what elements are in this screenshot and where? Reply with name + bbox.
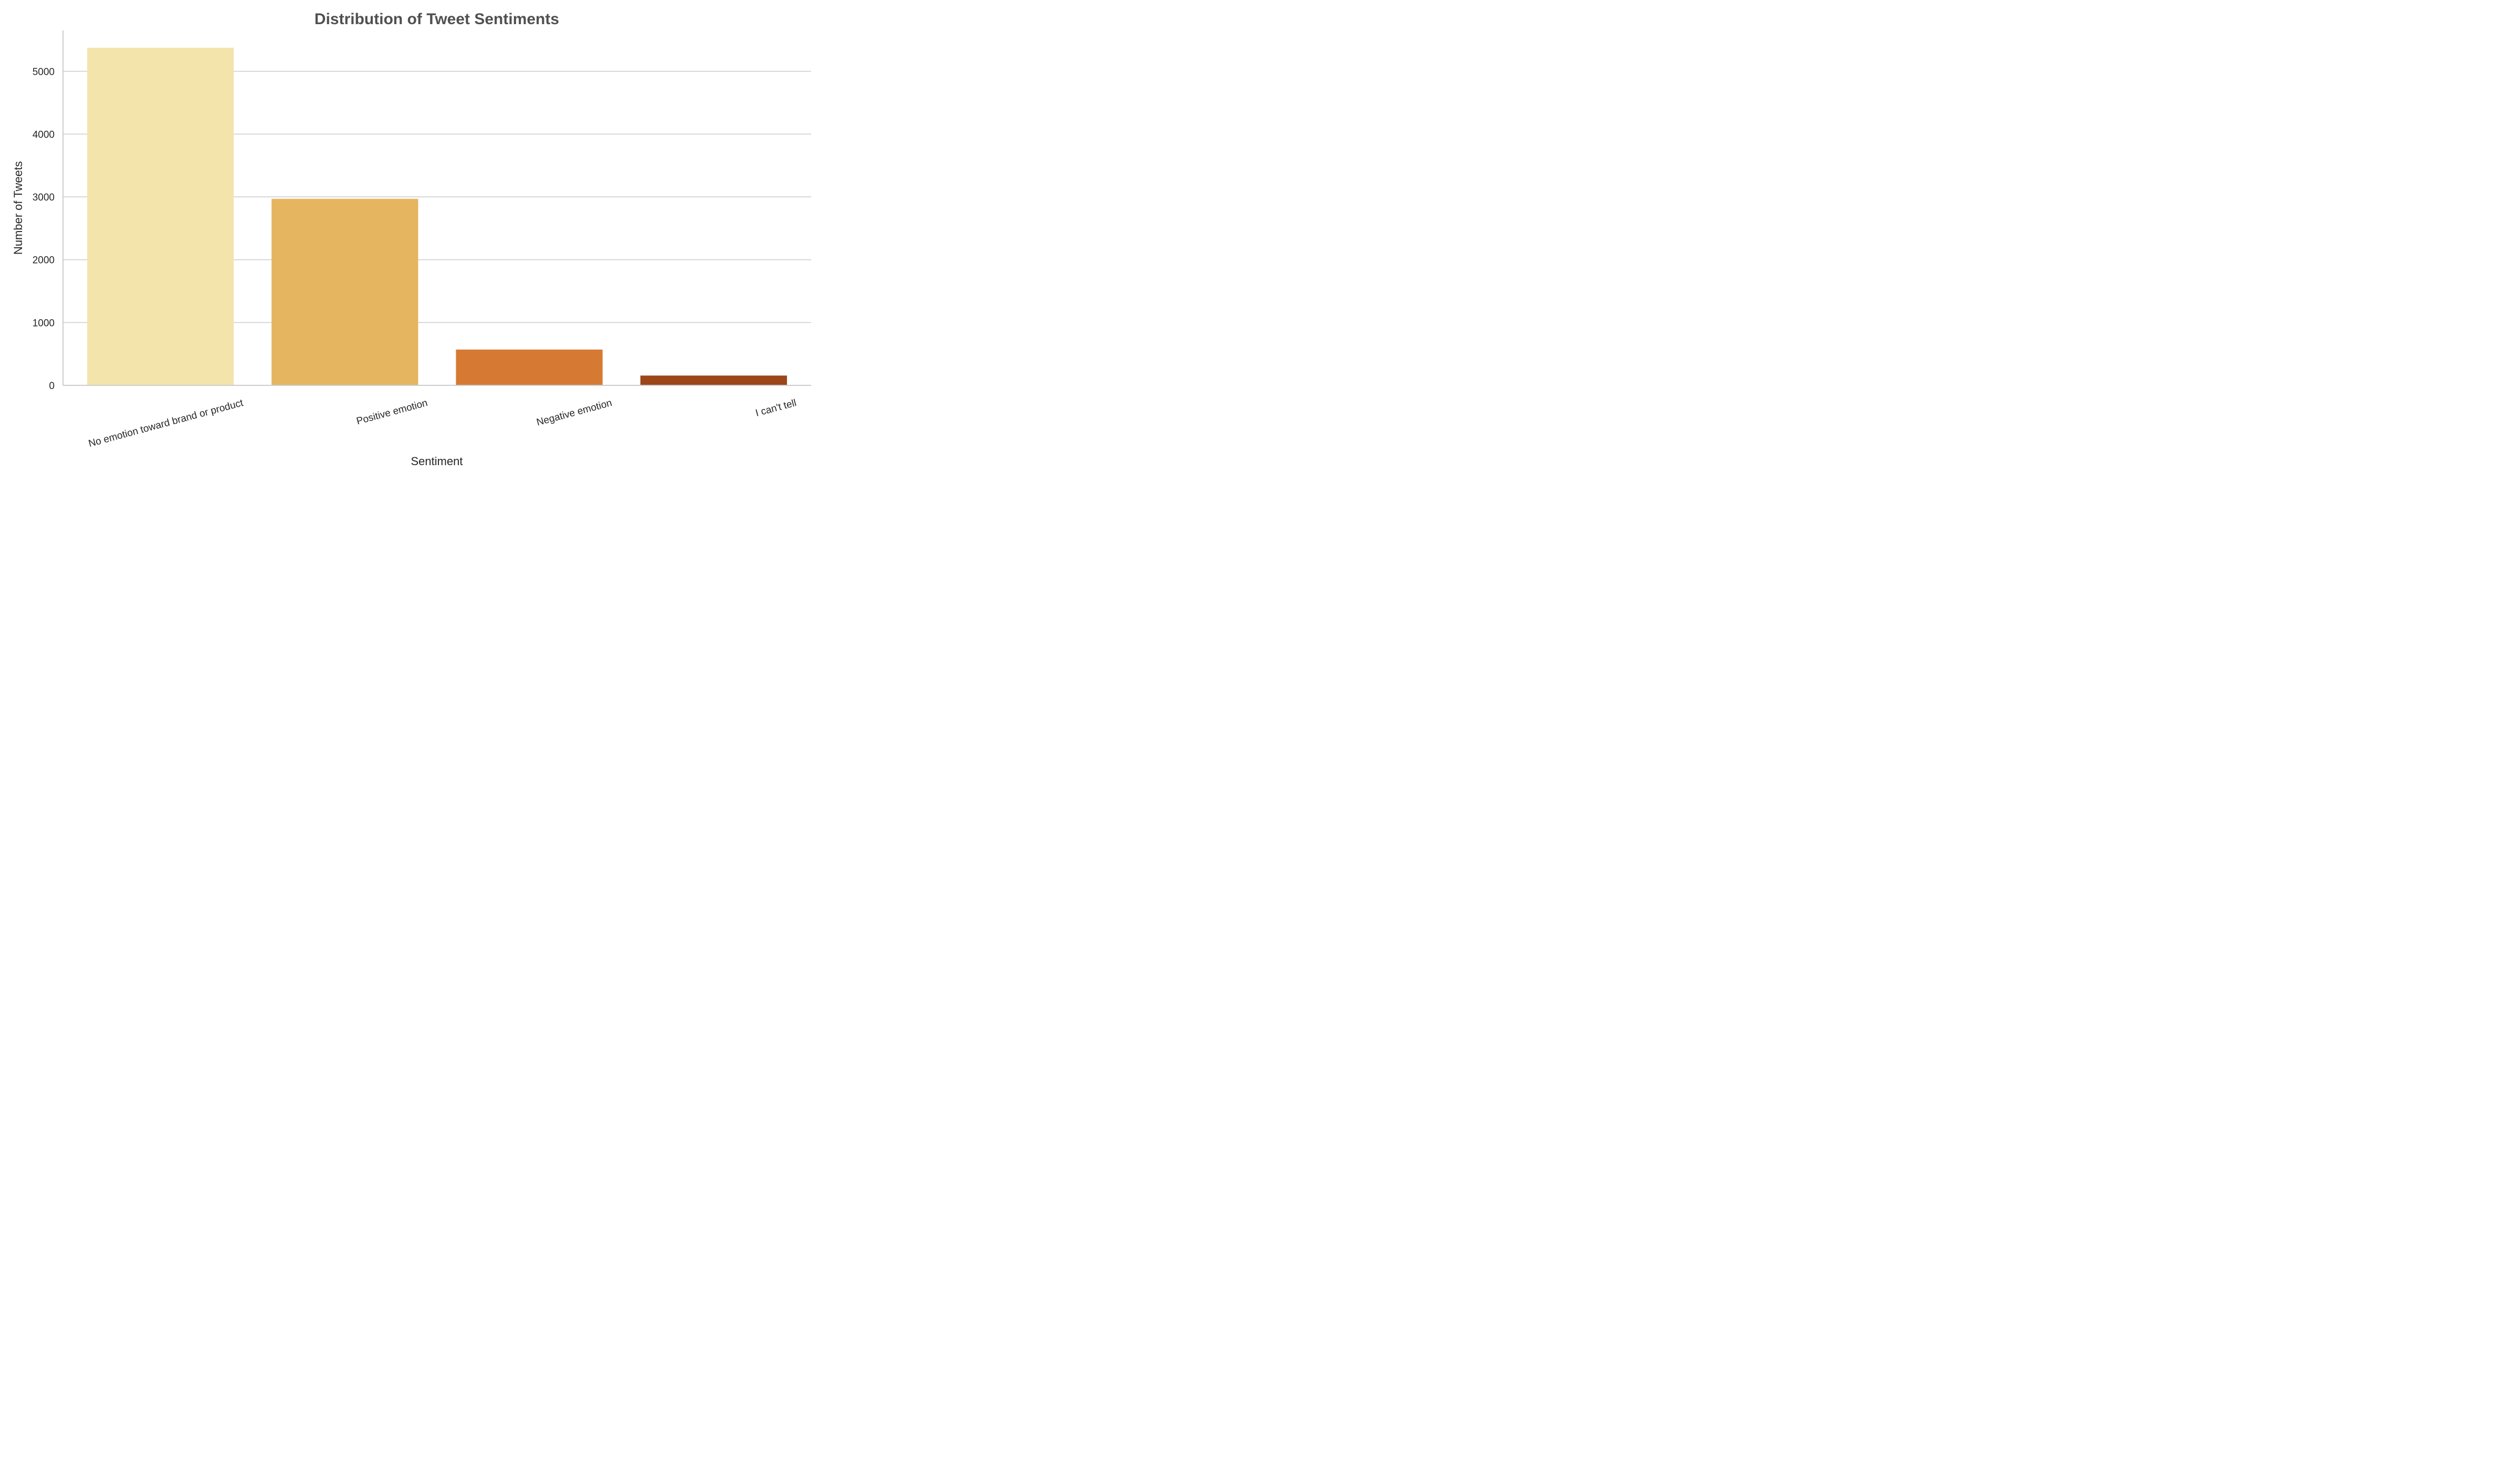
y-axis-label: Number of Tweets	[12, 161, 25, 255]
x-axis-label: Sentiment	[411, 455, 463, 468]
y-tick-label: 5000	[33, 67, 55, 78]
bar-chart: 0 1000 2000 3000 4000 5000 No emotion toward …	[12, 10, 811, 468]
y-tick-label: 3000	[33, 192, 55, 203]
y-tick-label: 1000	[33, 318, 55, 329]
bars	[87, 47, 787, 386]
x-tick-label: I can't tell	[754, 397, 797, 419]
y-tick-label: 2000	[33, 255, 55, 266]
bar	[456, 349, 603, 385]
x-tick-label: Negative emotion	[536, 397, 613, 428]
x-tick-label: Positive emotion	[355, 397, 429, 427]
axes	[62, 30, 811, 386]
y-tick-labels: 0 1000 2000 3000 4000 5000	[33, 67, 55, 392]
y-tick-label: 0	[49, 381, 55, 392]
x-tick-labels: No emotion toward brand or product Positi…	[87, 397, 797, 449]
bar	[640, 375, 787, 385]
chart-title: Distribution of Tweet Sentiments	[314, 10, 559, 28]
bar	[271, 198, 418, 385]
bar	[87, 47, 234, 386]
y-tick-label: 4000	[33, 129, 55, 140]
chart-container: 0 1000 2000 3000 4000 5000 No emotion toward …	[0, 0, 823, 480]
x-tick-label: No emotion toward brand or product	[87, 397, 245, 449]
